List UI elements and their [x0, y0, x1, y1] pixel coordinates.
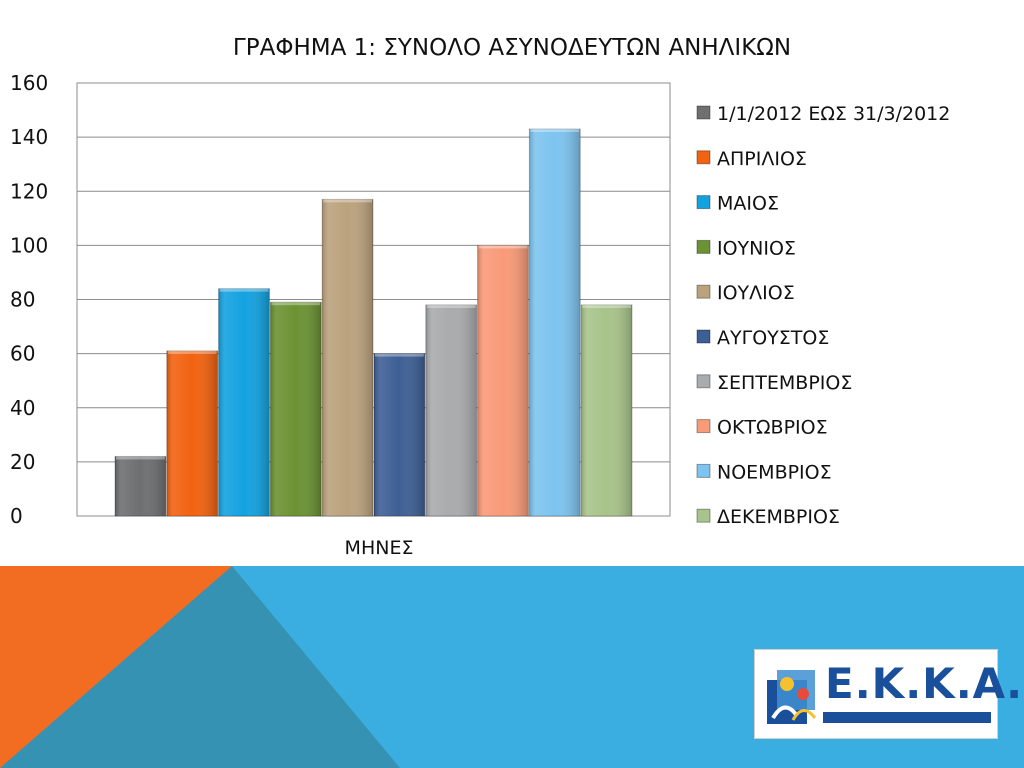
- bar-shade: [166, 350, 218, 516]
- bar-top-bevel: [167, 350, 217, 354]
- legend-item: ΙΟΥΛΙΟΣ: [696, 282, 795, 304]
- y-tick-label: 20: [10, 450, 35, 474]
- bar-shade: [581, 304, 632, 516]
- legend-label: ΙΟΥΛΙΟΣ: [717, 282, 795, 304]
- y-tick-label: 100: [10, 233, 48, 257]
- legend-swatch: [696, 105, 711, 120]
- bar-6: [373, 353, 426, 517]
- legend-item: ΙΟΥΝΙΟΣ: [696, 237, 796, 259]
- chart-title: ΓΡΑΦΗΜΑ 1: ΣΥΝΟΛΟ ΑΣΥΝΟΔΕΥΤΩΝ ΑΝΗΛΙΚΩΝ: [233, 35, 791, 61]
- bar-shade: [218, 288, 270, 516]
- y-tick-label: 140: [10, 125, 48, 149]
- band-orange: [0, 566, 232, 768]
- legend-item: ΣΕΠΤΕΜΒΡΙΟΣ: [696, 372, 852, 394]
- bar-10: [580, 304, 633, 517]
- bar-2: [166, 350, 219, 517]
- legend-label: ΔΕΚΕΜΒΡΙΟΣ: [717, 506, 840, 528]
- legend-label: ΑΠΡΙΛΙΟΣ: [717, 148, 807, 170]
- legend-item: ΟΚΤΩΒΡΙΟΣ: [696, 417, 828, 439]
- y-tick-label: 80: [10, 288, 35, 312]
- bar-top-bevel: [116, 456, 165, 460]
- bar-4: [269, 301, 322, 517]
- y-tick-label: 40: [10, 396, 35, 420]
- y-tick-label: 120: [10, 179, 48, 203]
- bar-9: [528, 128, 581, 517]
- bar-top-bevel: [478, 245, 528, 249]
- legend-item: ΔΕΚΕΜΒΡΙΟΣ: [696, 506, 840, 528]
- chart-legend: 1/1/2012 ΕΩΣ 31/3/2012 ΑΠΡΙΛΙΟΣ ΜΑΙΟΣ ΙΟΥΝΙ…: [696, 103, 950, 528]
- bar-1: [114, 455, 167, 517]
- bar-shade: [529, 129, 581, 516]
- bar-shade: [425, 304, 477, 516]
- legend-swatch: [696, 195, 711, 210]
- legend-swatch: [696, 463, 711, 478]
- logo-subtitle-strip: [823, 712, 991, 723]
- legend-item: ΑΥΓΟΥΣΤΟΣ: [696, 327, 829, 349]
- bar-top-bevel: [582, 304, 631, 308]
- bar-shade: [477, 245, 529, 516]
- bar-8: [477, 244, 529, 517]
- legend-item: ΜΑΙΟΣ: [696, 193, 779, 215]
- legend-item: 1/1/2012 ΕΩΣ 31/3/2012: [696, 103, 950, 125]
- x-category-label: ΜΗΝΕΣ: [345, 537, 414, 559]
- bar-top-bevel: [530, 129, 580, 133]
- bar-shade: [374, 353, 425, 516]
- legend-swatch: [696, 374, 711, 389]
- legend-label: ΜΑΙΟΣ: [717, 193, 779, 215]
- legend-swatch: [696, 239, 711, 254]
- bar-shade: [115, 456, 166, 516]
- bar-top-bevel: [323, 199, 372, 203]
- legend-swatch: [696, 284, 711, 299]
- bar-shade: [322, 199, 373, 516]
- y-tick-label: 160: [10, 71, 48, 95]
- y-tick-label: 60: [10, 342, 35, 366]
- legend-swatch: [696, 150, 711, 165]
- legend-label: ΝΟΕΜΒΡΙΟΣ: [717, 461, 832, 483]
- bar-top-bevel: [426, 304, 476, 308]
- bar-3: [218, 288, 270, 517]
- legend-label: 1/1/2012 ΕΩΣ 31/3/2012: [717, 103, 950, 125]
- legend-label: ΑΥΓΟΥΣΤΟΣ: [717, 327, 829, 349]
- logo-figure-icon: [763, 658, 823, 732]
- legend-swatch: [696, 508, 711, 523]
- legend-item: ΑΠΡΙΛΙΟΣ: [696, 148, 807, 170]
- bar-top-bevel: [271, 302, 321, 306]
- plot-area: 0 20 40 60 80 100 120 140 160 ΜΗΝΕΣ: [10, 71, 671, 559]
- legend-swatch: [696, 419, 711, 434]
- legend-label: ΣΕΠΤΕΜΒΡΙΟΣ: [717, 372, 852, 394]
- ekka-logo: Ε.Κ.Κ.Α.: [754, 649, 1022, 739]
- bar-7: [425, 304, 478, 517]
- legend-label: ΟΚΤΩΒΡΙΟΣ: [717, 417, 828, 439]
- bar-5: [321, 198, 374, 517]
- legend-label: ΙΟΥΝΙΟΣ: [717, 237, 796, 259]
- y-tick-label: 0: [10, 504, 23, 528]
- legend-item: ΝΟΕΜΒΡΙΟΣ: [696, 461, 832, 483]
- logo-brand: Ε.Κ.Κ.Α.: [825, 659, 1024, 708]
- bar-top-bevel: [219, 288, 269, 292]
- bar-shade: [270, 302, 322, 516]
- bar-top-bevel: [375, 353, 424, 357]
- legend-swatch: [696, 329, 711, 344]
